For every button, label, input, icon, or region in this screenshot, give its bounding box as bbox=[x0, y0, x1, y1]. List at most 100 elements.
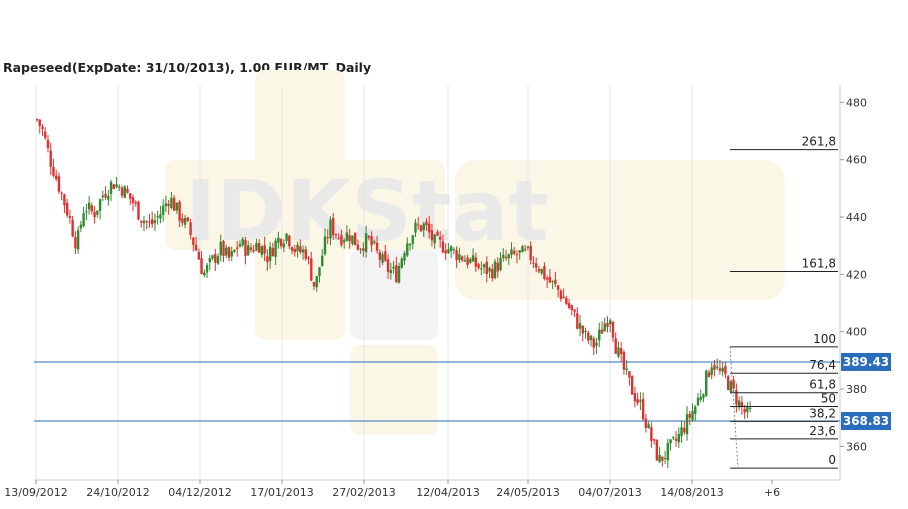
candle-body bbox=[236, 247, 239, 249]
candle-body bbox=[482, 264, 486, 268]
candle-body bbox=[699, 396, 702, 400]
candle-body bbox=[285, 233, 288, 242]
candle-body bbox=[513, 250, 516, 254]
candle-body bbox=[156, 216, 159, 218]
candle-body bbox=[680, 427, 683, 437]
fib-level-label: 76,4 bbox=[809, 358, 836, 372]
candle-body bbox=[724, 366, 727, 375]
fib-level-label: 38,2 bbox=[809, 406, 836, 420]
candle-body bbox=[562, 296, 565, 299]
candle-body bbox=[277, 237, 280, 243]
price-tags: 389.43 368.83 bbox=[841, 352, 891, 431]
candle-body bbox=[419, 225, 423, 232]
candle-body bbox=[315, 276, 318, 288]
candle-body bbox=[129, 193, 132, 199]
horizontal-levels[interactable] bbox=[34, 361, 840, 422]
candle-body bbox=[241, 239, 244, 246]
candle-body bbox=[370, 236, 373, 246]
candle-body bbox=[381, 254, 384, 263]
candle-body bbox=[655, 439, 659, 461]
candle-body bbox=[713, 364, 716, 370]
candle-body bbox=[647, 424, 650, 429]
candle-body bbox=[392, 266, 395, 269]
candle-body bbox=[551, 280, 554, 282]
candle-body bbox=[677, 433, 680, 443]
candle-body bbox=[447, 249, 450, 254]
candle-body bbox=[449, 246, 453, 251]
candle-body bbox=[644, 418, 648, 428]
candle-body bbox=[222, 241, 225, 257]
candle-body bbox=[622, 352, 626, 370]
watermark-shape bbox=[165, 160, 445, 250]
candle-body bbox=[266, 256, 269, 263]
candle-body bbox=[238, 244, 242, 247]
candle-body bbox=[304, 249, 307, 259]
candle-body bbox=[90, 205, 94, 212]
candle-body bbox=[507, 254, 510, 259]
candle-body bbox=[652, 439, 656, 441]
candle-body bbox=[71, 219, 74, 237]
candle-body bbox=[592, 338, 595, 348]
candle-body bbox=[205, 264, 209, 273]
candle-body bbox=[633, 393, 637, 402]
candle-body bbox=[131, 197, 135, 204]
candle-body bbox=[620, 348, 623, 355]
candle-body bbox=[137, 201, 140, 220]
candle-body bbox=[153, 220, 157, 224]
candle-body bbox=[395, 265, 398, 283]
candle-body bbox=[480, 268, 483, 270]
candle-body bbox=[334, 234, 338, 236]
candle-body bbox=[718, 368, 722, 371]
candle-body bbox=[104, 193, 107, 198]
candle-body bbox=[414, 222, 417, 233]
candle-body bbox=[268, 246, 272, 261]
candle-body bbox=[715, 366, 719, 368]
candle-body bbox=[471, 255, 475, 262]
candle-body bbox=[38, 119, 41, 127]
candle-body bbox=[219, 241, 222, 256]
candle-body bbox=[367, 236, 371, 238]
candle-body bbox=[425, 221, 428, 226]
candle-body bbox=[364, 233, 368, 252]
x-axis: 13/09/2012 24/10/2012 04/12/2012 17/01/2013… bbox=[4, 480, 780, 499]
candle-body bbox=[688, 413, 691, 418]
candle-body bbox=[109, 181, 113, 194]
candle-body bbox=[183, 217, 187, 225]
candle-body bbox=[318, 267, 321, 276]
candle-body bbox=[120, 187, 124, 196]
candle-body bbox=[554, 279, 557, 284]
candle-body bbox=[702, 394, 705, 398]
candle-body bbox=[485, 261, 489, 275]
candle-body bbox=[559, 290, 563, 300]
candle-body bbox=[556, 285, 560, 290]
candle-body bbox=[203, 272, 206, 276]
candle-body bbox=[60, 192, 63, 194]
candle-body bbox=[408, 243, 412, 246]
candle-body bbox=[76, 230, 80, 250]
candle-body bbox=[290, 247, 294, 251]
y-tick-label: 380 bbox=[846, 383, 867, 396]
x-tick-label: 13/09/2012 bbox=[4, 486, 67, 499]
candle-body bbox=[735, 390, 738, 405]
fib-level-label: 61,8 bbox=[809, 378, 836, 392]
candle-body bbox=[598, 329, 601, 341]
candle-body bbox=[384, 251, 387, 261]
candle-body bbox=[510, 249, 513, 255]
candle-body bbox=[663, 458, 667, 460]
candle-body bbox=[93, 212, 96, 218]
fib-level-label: 23,6 bbox=[809, 424, 836, 438]
candle-body bbox=[375, 242, 379, 251]
candle-body bbox=[200, 258, 203, 275]
candle-body bbox=[41, 126, 44, 130]
candle-body bbox=[159, 214, 162, 219]
candle-body bbox=[496, 262, 499, 272]
candle-body bbox=[79, 224, 83, 229]
candle-body bbox=[164, 203, 168, 206]
candle-body bbox=[211, 255, 214, 259]
candle-body bbox=[197, 251, 201, 260]
candle-body bbox=[54, 175, 58, 180]
y-tick-label: 420 bbox=[846, 268, 867, 281]
candle-body bbox=[340, 235, 343, 246]
